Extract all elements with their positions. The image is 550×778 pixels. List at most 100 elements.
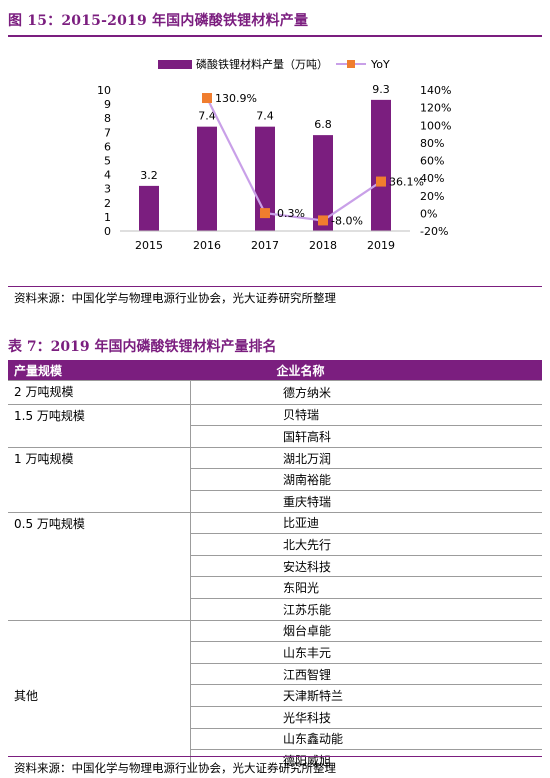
- bar: [197, 126, 217, 231]
- y-right-tick-label: 120%: [420, 102, 451, 115]
- bar-value-label: 7.4: [198, 110, 216, 123]
- company-cell: 天津斯特兰: [190, 684, 542, 707]
- company-cell: 德方纳米: [190, 380, 542, 405]
- bar: [371, 99, 391, 231]
- y-left-tick-label: 10: [97, 84, 111, 97]
- header-scale: 产量规模: [8, 360, 191, 381]
- y-left-tick-label: 9: [104, 98, 111, 111]
- x-tick-label: 2017: [251, 239, 279, 252]
- table-header-row: 产量规模 企业名称: [8, 360, 542, 381]
- y-left-tick-label: 3: [104, 183, 111, 196]
- scale-cell: 0.5 万吨规模: [8, 511, 191, 621]
- bar-value-label: 7.4: [256, 110, 274, 123]
- legend-line-marker: [347, 60, 355, 68]
- table-row: 1 万吨规模 湖北万润: [8, 446, 542, 513]
- figure-title: 图 15：2015-2019 年国内磷酸铁锂材料产量: [8, 13, 309, 29]
- ranking-table: 产量规模 企业名称 2 万吨规模 德方纳米 1.5 万吨规模 贝特瑞 国轩高科 1 万吨规…: [8, 360, 542, 771]
- company-cell: 江西智锂: [190, 662, 542, 685]
- x-tick-label: 2016: [193, 239, 221, 252]
- y-left-tick-label: 7: [104, 126, 111, 139]
- company-cell: 东阳光: [190, 576, 542, 599]
- table-row: 东阳光: [8, 576, 542, 599]
- legend-line-label: YoY: [370, 58, 390, 71]
- bar: [313, 135, 333, 231]
- y-left-tick-label: 2: [104, 197, 111, 210]
- header-company: 企业名称: [190, 360, 542, 381]
- company-cell: 贝特瑞: [190, 403, 542, 426]
- y-right-tick-label: 100%: [420, 119, 451, 132]
- x-tick-label: 2015: [135, 239, 163, 252]
- company-cell: 比亚迪: [190, 511, 542, 534]
- y-left-tick-label: 6: [104, 140, 111, 153]
- company-cell: 山东丰元: [190, 641, 542, 664]
- table-row: 德阳威旭: [8, 749, 542, 771]
- company-cell: 国轩高科: [190, 425, 542, 448]
- yoy-marker: [376, 176, 386, 187]
- table-row: 天津斯特兰: [8, 684, 542, 707]
- figure-top-rule: [8, 35, 542, 37]
- scale-cell: 其他: [8, 619, 191, 771]
- table-row: 山东丰元: [8, 641, 542, 664]
- y-right-tick-label: 20%: [420, 190, 444, 203]
- yoy-value-label: 0.3%: [277, 207, 305, 220]
- y-right-tick-label: 0%: [420, 207, 437, 220]
- yoy-value-label: 130.9%: [215, 92, 257, 105]
- table-row: 北大先行: [8, 533, 542, 556]
- y-left-tick-label: 5: [104, 155, 111, 168]
- table-title: 表 7：2019 年国内磷酸铁锂材料产量排名: [8, 339, 277, 355]
- bar-value-label: 6.8: [314, 118, 332, 131]
- figure-source: 资料来源：中国化学与物理电源行业协会，光大证券研究所整理: [14, 291, 336, 305]
- yoy-marker: [202, 93, 212, 104]
- company-cell: 北大先行: [190, 533, 542, 556]
- y-left-tick-label: 8: [104, 112, 111, 125]
- table-row: 江西智锂: [8, 662, 542, 685]
- yoy-marker: [318, 215, 328, 226]
- table-row: 国轩高科: [8, 425, 542, 448]
- x-tick-label: 2018: [309, 239, 337, 252]
- y-right-tick-label: 60%: [420, 155, 444, 168]
- yoy-line: [206, 97, 382, 222]
- legend-bar-label: 磷酸铁锂材料产量（万吨）: [196, 57, 328, 71]
- company-cell: 烟台卓能: [190, 619, 542, 642]
- legend-bar-swatch: [158, 60, 192, 69]
- y-left-tick-label: 0: [104, 225, 111, 238]
- yoy-value-label: -8.0%: [331, 214, 363, 227]
- table-row: 1.5 万吨规模 贝特瑞: [8, 403, 542, 448]
- table-source: 资料来源：中国化学与物理电源行业协会，光大证券研究所整理: [14, 761, 336, 775]
- table-row: 2 万吨规模 德方纳米: [8, 380, 542, 405]
- yoy-marker: [260, 208, 270, 219]
- y-right-tick-label: 80%: [420, 137, 444, 150]
- table-row: 江苏乐能: [8, 597, 542, 621]
- yoy-value-label: 36.1%: [389, 176, 424, 189]
- table-row: 湖南裕能: [8, 468, 542, 491]
- company-cell: 江苏乐能: [190, 597, 542, 621]
- figure-bottom-rule: [8, 286, 542, 287]
- company-cell: 山东鑫动能: [190, 727, 542, 750]
- company-cell: 光华科技: [190, 705, 542, 728]
- company-cell: 湖北万润: [190, 446, 542, 469]
- scale-cell: 2 万吨规模: [8, 380, 191, 405]
- bar-value-label: 9.3: [372, 83, 390, 96]
- table-row: 重庆特瑞: [8, 489, 542, 513]
- table-row: 安达科技: [8, 554, 542, 577]
- x-tick-label: 2019: [367, 239, 395, 252]
- company-cell: 安达科技: [190, 554, 542, 577]
- company-cell: 湖南裕能: [190, 468, 542, 491]
- y-left-tick-label: 1: [104, 211, 111, 224]
- table-row: 其他 烟台卓能: [8, 619, 542, 771]
- table-row: 光华科技: [8, 705, 542, 728]
- company-cell: 德阳威旭: [190, 749, 542, 771]
- bar-value-label: 3.2: [140, 169, 158, 182]
- table-row: 0.5 万吨规模 比亚迪: [8, 511, 542, 621]
- y-right-tick-label: -20%: [420, 225, 448, 238]
- scale-cell: 1 万吨规模: [8, 446, 191, 513]
- y-right-tick-label: 40%: [420, 172, 444, 185]
- table-row: 山东鑫动能: [8, 727, 542, 750]
- table-bottom-rule: [8, 756, 542, 757]
- company-cell: 重庆特瑞: [190, 489, 542, 513]
- scale-cell: 1.5 万吨规模: [8, 403, 191, 448]
- bar: [139, 185, 159, 231]
- y-left-tick-label: 4: [104, 169, 111, 182]
- y-right-tick-label: 140%: [420, 84, 451, 97]
